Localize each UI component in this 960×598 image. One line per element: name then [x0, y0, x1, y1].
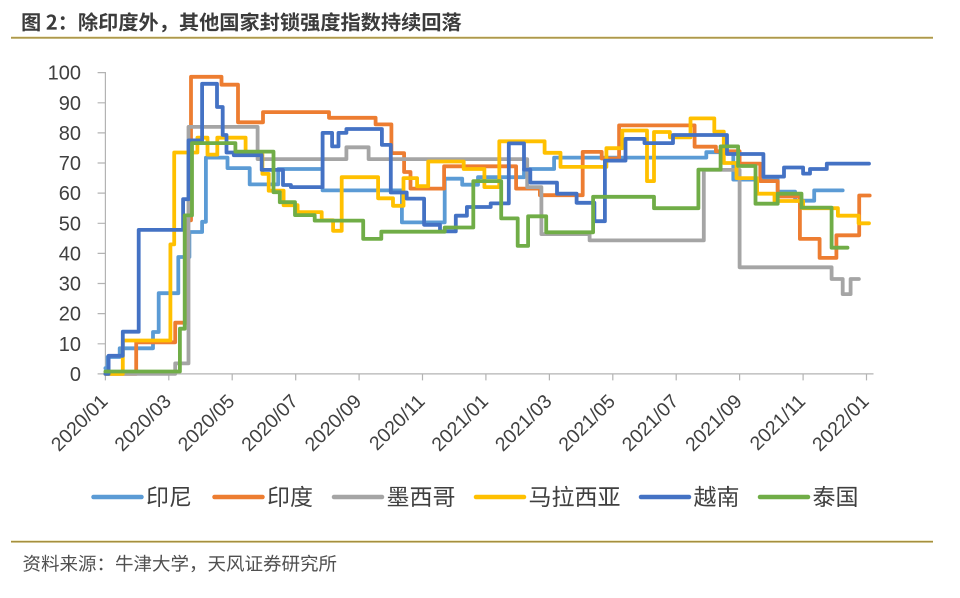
svg-text:80: 80 [59, 123, 81, 145]
svg-text:60: 60 [59, 183, 81, 205]
svg-text:20: 20 [59, 304, 81, 326]
svg-text:70: 70 [59, 153, 81, 175]
svg-text:0: 0 [70, 364, 81, 386]
svg-text:90: 90 [59, 93, 81, 115]
svg-text:10: 10 [59, 334, 81, 356]
svg-text:40: 40 [59, 243, 81, 265]
svg-text:50: 50 [59, 213, 81, 235]
svg-text:100: 100 [48, 63, 81, 85]
svg-text:30: 30 [59, 274, 81, 296]
